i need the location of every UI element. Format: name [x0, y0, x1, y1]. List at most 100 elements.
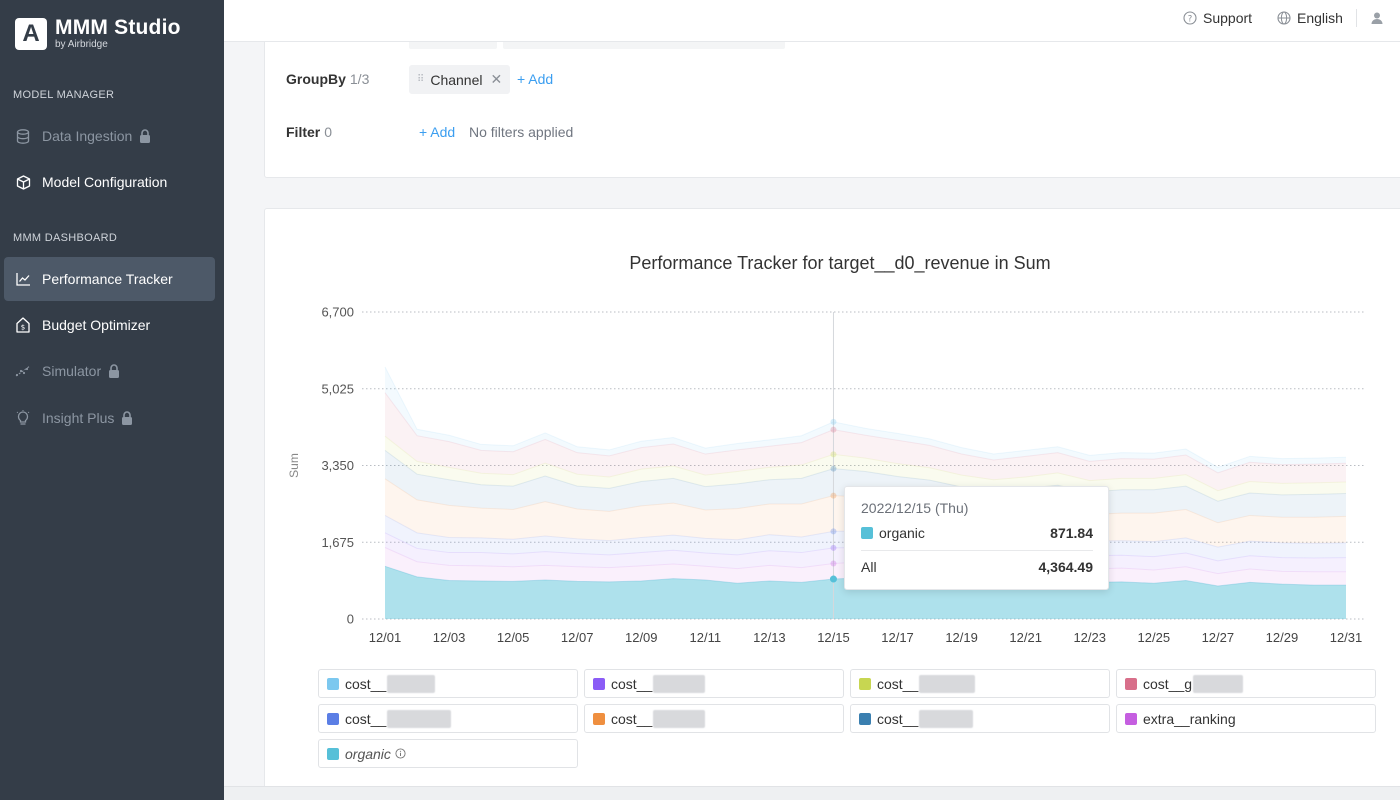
- config-card: GroupBy 1/3 ⠿ Channel ✕ + Add Filter 0 + A…: [264, 28, 1400, 178]
- scatter-trend-icon: [15, 363, 31, 379]
- redacted-text: [919, 709, 974, 728]
- legend-label: cost__: [345, 710, 387, 727]
- legend-item[interactable]: cost__: [318, 669, 578, 698]
- legend-label: cost__: [877, 675, 919, 692]
- legend-label: cost__: [877, 710, 919, 727]
- tooltip-total-value: 4,364.49: [1038, 559, 1094, 575]
- tooltip-divider: [861, 550, 1093, 551]
- hover-point: [830, 544, 837, 551]
- filter-count: 0: [324, 124, 333, 140]
- globe-icon: [1277, 11, 1291, 25]
- redacted-text: [387, 674, 436, 693]
- chart-tooltip: 2022/12/15 (Thu) organic 871.84 All 4,36…: [844, 486, 1109, 590]
- legend-label: extra__ranking: [1143, 710, 1236, 727]
- sidebar-item-simulator[interactable]: Simulator: [4, 349, 215, 393]
- legend-swatch: [327, 712, 339, 725]
- x-tick-label: 12/21: [1009, 630, 1042, 645]
- y-tick-label: 0: [347, 612, 354, 627]
- legend-item[interactable]: cost__: [584, 704, 844, 733]
- divider: [1356, 9, 1357, 27]
- x-tick-label: 12/23: [1073, 630, 1106, 645]
- groupby-count: 1/3: [349, 71, 370, 87]
- y-tick-label: 1,675: [321, 535, 354, 550]
- sidebar-item-budget-optimizer[interactable]: $ Budget Optimizer: [4, 303, 215, 347]
- sidebar-item-label: Data Ingestion: [42, 128, 133, 144]
- tooltip-series-name: organic: [879, 525, 925, 541]
- hover-point: [829, 575, 837, 583]
- legend-item[interactable]: cost__: [584, 669, 844, 698]
- filter-label: Filter 0: [286, 124, 332, 140]
- legend-item[interactable]: cost__: [850, 704, 1110, 733]
- legend-swatch: [593, 712, 605, 725]
- section-mmm-dashboard: MMM DASHBOARD: [13, 232, 118, 244]
- redacted-text: [1193, 674, 1244, 693]
- app-title: MMM Studio: [55, 16, 181, 39]
- performance-chart[interactable]: 0 1,675 3,350 5,025 6,700 Sum 12/01 12/03 12/05 1…: [265, 209, 1400, 659]
- legend-swatch: [327, 677, 339, 690]
- filter-empty-text: No filters applied: [469, 124, 574, 140]
- legend-label: cost__: [345, 675, 387, 692]
- redacted-text: [653, 709, 706, 728]
- close-icon[interactable]: ✕: [490, 71, 503, 87]
- groupby-add-button[interactable]: + Add: [517, 71, 554, 87]
- sidebar-item-model-configuration[interactable]: Model Configuration: [4, 160, 215, 204]
- x-tick-label: 12/27: [1202, 630, 1235, 645]
- legend-item[interactable]: cost__: [318, 704, 578, 733]
- legend-label: organic: [345, 745, 391, 762]
- redacted-text: [387, 709, 452, 728]
- sidebar-item-insight-plus[interactable]: Insight Plus: [4, 396, 215, 440]
- legend-item[interactable]: extra__ranking: [1116, 704, 1376, 733]
- sidebar: A MMM Studio by Airbridge MODEL MANAGER …: [0, 0, 224, 800]
- support-link[interactable]: ? Support: [1183, 10, 1252, 26]
- area-series-layer-7: [385, 392, 1346, 491]
- x-tick-label: 12/19: [945, 630, 978, 645]
- lock-icon: [108, 364, 120, 378]
- cube-icon: [15, 174, 31, 190]
- legend-swatch: [1125, 712, 1137, 725]
- legend-swatch: [859, 677, 871, 690]
- page-bottom: [224, 786, 1400, 800]
- filter-add-button[interactable]: + Add: [419, 124, 456, 140]
- hover-point: [830, 492, 837, 499]
- legend-item[interactable]: organic: [318, 739, 578, 768]
- hover-point: [830, 418, 837, 425]
- app-subtitle: by Airbridge: [55, 39, 108, 50]
- x-tick-label: 12/31: [1330, 630, 1363, 645]
- y-tick-label: 5,025: [321, 381, 354, 396]
- app-logo[interactable]: A MMM Studio by Airbridge: [15, 17, 181, 51]
- hover-point: [830, 465, 837, 472]
- series-swatch: [861, 527, 873, 539]
- x-tick-label: 12/29: [1266, 630, 1299, 645]
- x-tick-label: 12/25: [1138, 630, 1171, 645]
- legend-swatch: [327, 747, 339, 760]
- user-menu[interactable]: [1370, 11, 1390, 25]
- help-icon: ?: [1183, 11, 1197, 25]
- legend-item[interactable]: cost__g: [1116, 669, 1376, 698]
- legend-swatch: [1125, 677, 1137, 690]
- x-tick-label: 12/11: [690, 630, 722, 645]
- x-tick-label: 12/15: [817, 630, 850, 645]
- sidebar-item-performance-tracker[interactable]: Performance Tracker: [4, 257, 215, 301]
- language-selector[interactable]: English: [1277, 10, 1343, 26]
- sidebar-item-label: Model Configuration: [42, 174, 168, 190]
- info-icon[interactable]: [395, 748, 406, 759]
- hover-point: [830, 451, 837, 458]
- x-tick-label: 12/17: [881, 630, 914, 645]
- x-tick-label: 12/05: [497, 630, 530, 645]
- legend-swatch: [593, 677, 605, 690]
- hover-point: [830, 528, 837, 535]
- drag-handle-icon[interactable]: ⠿: [417, 74, 424, 85]
- sidebar-item-data-ingestion[interactable]: Data Ingestion: [4, 114, 215, 158]
- tooltip-total-label: All: [861, 559, 877, 575]
- redacted-text: [919, 674, 976, 693]
- series-line: [384, 392, 1347, 474]
- lightbulb-icon: [15, 410, 31, 426]
- series-line: [384, 449, 1347, 502]
- groupby-chip-channel[interactable]: ⠿ Channel ✕: [409, 65, 511, 94]
- chart-card: Performance Tracker for target__d0_reven…: [264, 208, 1400, 800]
- legend-item[interactable]: cost__: [850, 669, 1110, 698]
- logo-mark: A: [15, 18, 47, 50]
- user-icon: [1371, 12, 1383, 24]
- tooltip-series-value: 871.84: [1050, 525, 1093, 541]
- area-series-layer-6: [385, 436, 1346, 502]
